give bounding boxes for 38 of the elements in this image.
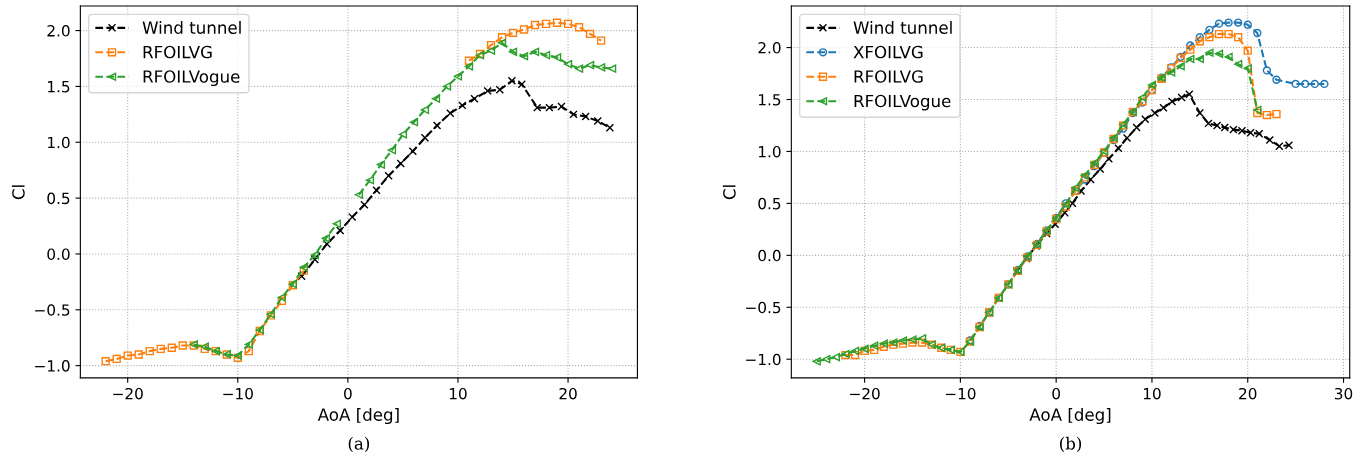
- legend-label: RFOILVogue: [854, 94, 951, 111]
- y-tick-label: −1.0: [746, 353, 781, 366]
- y-axis-title: Cl: [11, 185, 25, 200]
- x-tick-label: 0: [344, 387, 352, 400]
- x-tick-label: 10: [1143, 387, 1161, 400]
- y-tick-label: 1.0: [48, 136, 70, 149]
- x-tick-label: 0: [1052, 387, 1061, 400]
- legend-label: Wind tunnel: [853, 21, 952, 34]
- x-tick-label: −20: [850, 387, 880, 400]
- legend-label: RFOILVG: [854, 70, 923, 83]
- y-tick-label: −0.5: [746, 301, 781, 314]
- y-tick-label: 1.5: [758, 94, 781, 106]
- legend-label: RFOILVogue: [143, 70, 240, 87]
- y-tick-label: 2.0: [47, 25, 70, 37]
- legend-label: XFOILVG: [853, 45, 923, 59]
- y-tick-label: 0.5: [47, 192, 70, 205]
- text: (a): [348, 436, 370, 453]
- x-axis-title: AoA [deg]: [1029, 407, 1111, 425]
- y-axis-title: Cl: [722, 185, 736, 200]
- legend-label: Wind tunnel: [142, 21, 241, 34]
- x-tick-label: −10: [945, 387, 976, 400]
- y-tick-label: 2.0: [758, 42, 781, 54]
- x-tick-label: 30: [1334, 387, 1353, 400]
- x-tick-label: −10: [223, 387, 253, 400]
- y-tick-label: 0.0: [47, 248, 70, 260]
- legend-label: RFOILVG: [143, 45, 212, 59]
- text: (b): [1060, 436, 1082, 453]
- y-tick-label: 1.0: [758, 145, 781, 158]
- y-tick-label: −0.5: [35, 304, 70, 316]
- x-tick-label: −20: [113, 387, 143, 400]
- y-tick-label: −1.0: [35, 360, 70, 372]
- x-tick-label: 20: [1239, 387, 1257, 400]
- y-tick-label: 0.0: [758, 249, 781, 262]
- x-tick-label: 10: [449, 387, 467, 400]
- x-tick-label: 20: [559, 387, 577, 400]
- y-tick-label: 1.5: [48, 81, 70, 93]
- x-axis-title: AoA [deg]: [317, 407, 399, 425]
- y-tick-label: 0.5: [758, 197, 781, 210]
